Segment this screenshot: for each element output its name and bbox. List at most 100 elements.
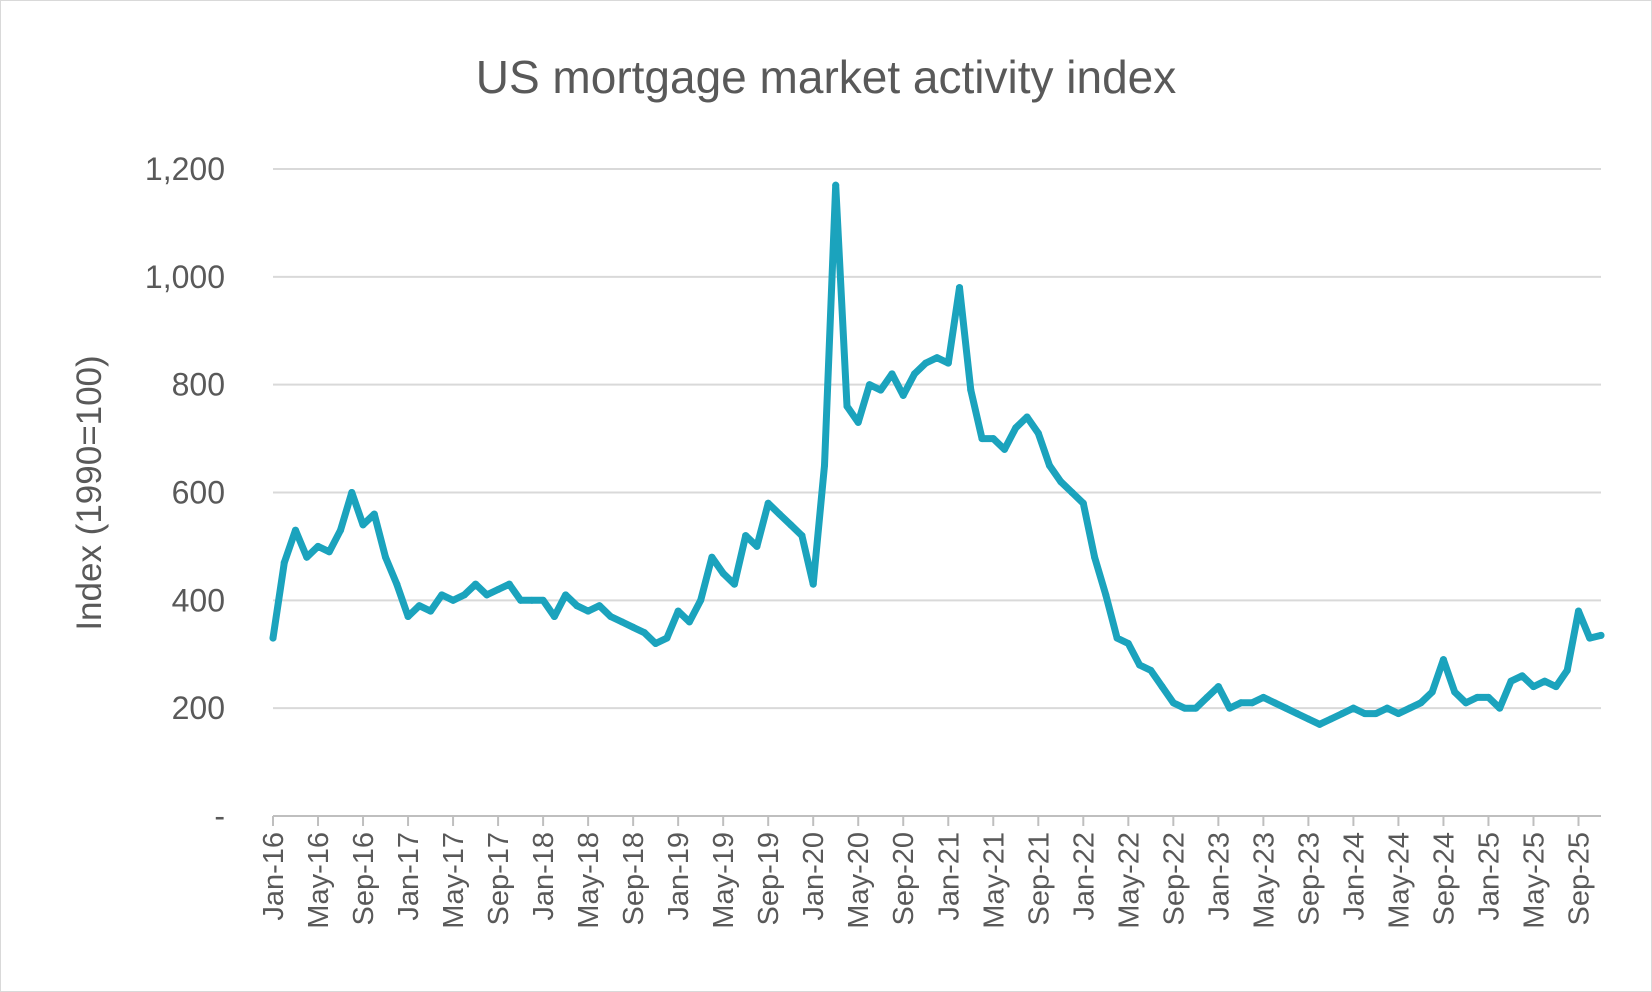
data-point [438, 591, 446, 599]
data-point [1451, 688, 1459, 696]
data-point [1012, 424, 1020, 432]
x-tick-label: Jan-17 [393, 832, 425, 921]
data-point [1113, 634, 1121, 642]
x-tick-label: Jan-22 [1068, 832, 1100, 921]
data-point [1406, 704, 1414, 712]
data-point [1541, 677, 1549, 685]
x-tick-label: Sep-17 [483, 832, 515, 926]
data-point [685, 618, 693, 626]
x-tick-label: May-16 [303, 832, 335, 929]
data-point [775, 510, 783, 518]
data-point [798, 532, 806, 540]
data-point [1563, 666, 1571, 674]
y-axis-ticks: - 200 400 600 800 1,000 1,200 [145, 151, 225, 834]
y-tick-label: 600 [172, 475, 225, 511]
data-point [865, 381, 873, 389]
x-tick-label: May-20 [843, 832, 875, 929]
data-point [1496, 704, 1504, 712]
data-point [1529, 683, 1537, 691]
data-point [472, 580, 480, 588]
x-tick-label: Jan-18 [528, 832, 560, 921]
x-tick-label: Jan-24 [1338, 832, 1370, 921]
data-point [280, 559, 288, 567]
series-layer [269, 181, 1605, 728]
y-tick-label: 800 [172, 367, 225, 403]
data-point [1169, 699, 1177, 707]
data-point [393, 580, 401, 588]
data-point [1079, 499, 1087, 507]
data-point [719, 569, 727, 577]
x-tick-label: Sep-22 [1158, 832, 1190, 926]
data-point [1136, 661, 1144, 669]
data-point [1462, 699, 1470, 707]
data-point [550, 613, 558, 621]
data-point [539, 596, 547, 604]
data-point [1282, 704, 1290, 712]
x-tick-label: May-23 [1248, 832, 1280, 929]
x-tick-label: Sep-24 [1428, 832, 1460, 926]
y-tick-label: 200 [172, 690, 225, 726]
data-point [629, 623, 637, 631]
data-point [1181, 704, 1189, 712]
data-point [809, 580, 817, 588]
data-point [978, 435, 986, 443]
x-tick-label: Jan-21 [933, 832, 965, 921]
data-point [820, 462, 828, 470]
data-point [1383, 704, 1391, 712]
gridlines [273, 168, 1601, 710]
data-point [483, 591, 491, 599]
x-tick-label: Jan-23 [1203, 832, 1235, 921]
data-point [854, 418, 862, 426]
data-point [517, 596, 525, 604]
y-axis-label: Index (1990=100) [70, 355, 109, 630]
data-point [1203, 693, 1211, 701]
data-point [764, 499, 772, 507]
data-point [967, 386, 975, 394]
data-point [899, 391, 907, 399]
data-point [427, 607, 435, 615]
data-point [742, 532, 750, 540]
data-point [348, 489, 356, 496]
data-point [562, 591, 570, 599]
data-point [595, 602, 603, 610]
data-point [1248, 699, 1256, 707]
data-point [1158, 683, 1166, 691]
data-point [1428, 688, 1436, 696]
y-tick-label: 1,200 [145, 151, 225, 187]
data-point [449, 596, 457, 604]
data-point [1226, 704, 1234, 712]
data-point [1271, 699, 1279, 707]
data-point [652, 639, 660, 647]
x-tick-label: May-19 [708, 832, 740, 929]
data-point [1574, 607, 1582, 615]
data-point [618, 618, 626, 626]
x-tick-label: May-22 [1113, 832, 1145, 929]
x-tick-label: Sep-21 [1023, 832, 1055, 926]
data-point [1316, 720, 1324, 728]
data-point [292, 526, 300, 534]
data-point [370, 510, 378, 518]
x-tick-label: Jan-25 [1473, 832, 1505, 921]
data-point [730, 580, 738, 588]
data-point [1124, 639, 1132, 647]
data-point [1484, 693, 1492, 701]
chart-title: US mortgage market activity index [476, 51, 1177, 103]
data-point [1046, 462, 1054, 470]
x-tick-label: Sep-18 [618, 832, 650, 926]
data-point [1259, 693, 1267, 701]
data-point [505, 580, 513, 588]
data-point [528, 596, 536, 604]
data-point [1147, 666, 1155, 674]
data-point [325, 548, 333, 556]
x-tick-label: Jan-19 [663, 832, 695, 921]
data-point [1361, 710, 1369, 718]
data-point [843, 402, 851, 410]
data-point [1293, 710, 1301, 718]
data-point [314, 542, 322, 550]
x-tick-label: Sep-16 [348, 832, 380, 926]
data-point [753, 542, 761, 550]
x-tick-label: May-21 [978, 832, 1010, 929]
data-point [922, 359, 930, 367]
data-point [494, 586, 502, 594]
data-point [697, 596, 705, 604]
